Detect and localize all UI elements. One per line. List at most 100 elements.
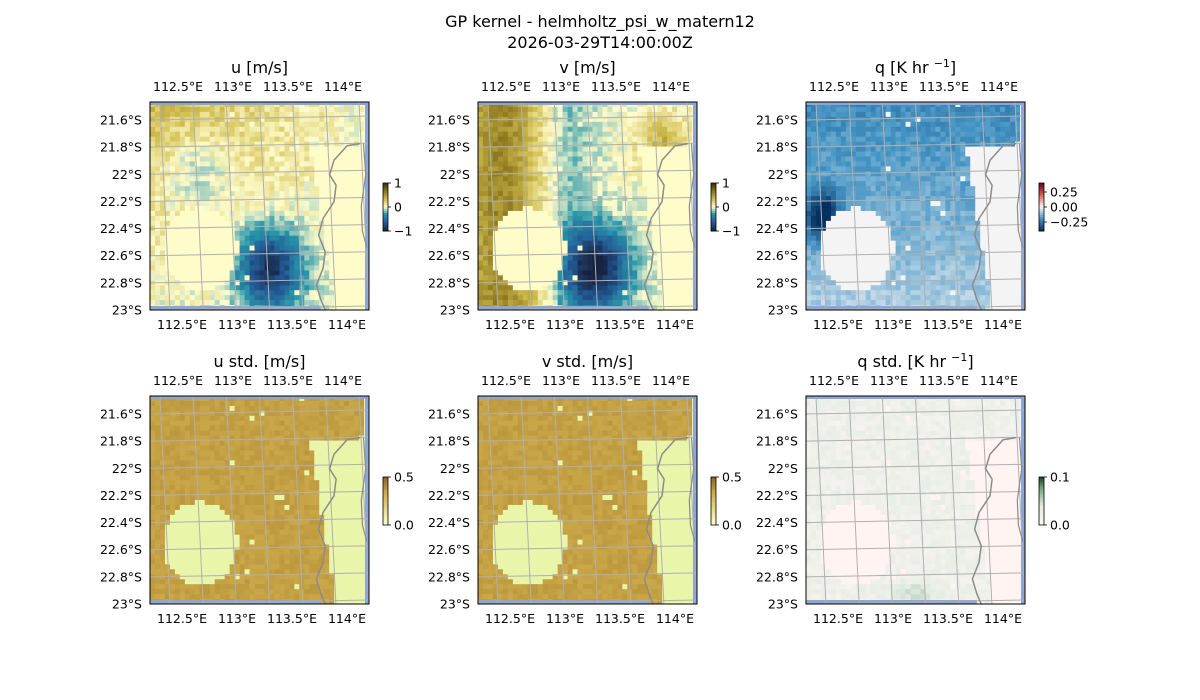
heatmap-cell (154, 270, 161, 276)
heatmap-cell (359, 280, 365, 286)
heatmap-cell (667, 126, 673, 133)
heatmap-cell (492, 275, 499, 281)
heatmap-cell (677, 201, 683, 207)
heatmap-cell (279, 151, 285, 157)
heatmap-cell (164, 275, 171, 281)
heatmap-cell (632, 186, 638, 192)
heatmap-cell (319, 161, 325, 167)
heatmap-cell (339, 225, 345, 232)
heatmap-cell (239, 176, 245, 182)
heatmap-cell (339, 255, 345, 261)
heatmap-cell (925, 111, 931, 118)
heatmap-cell (835, 230, 842, 237)
heatmap-cell (592, 111, 598, 118)
heatmap-cell (677, 206, 683, 212)
heatmap-cell (935, 225, 941, 232)
heatmap-cell (612, 260, 618, 266)
heatmap-cell (955, 116, 961, 123)
heatmap-cell (915, 181, 921, 187)
heatmap-cell (582, 106, 588, 113)
heatmap-cell (552, 136, 558, 142)
heatmap-cell (339, 285, 345, 291)
heatmap-cell (672, 171, 678, 177)
heatmap-cell (677, 255, 683, 261)
heatmap-cell (344, 166, 350, 172)
heatmap-cell (492, 141, 499, 147)
heatmap-cell (542, 116, 549, 123)
heatmap-cell (179, 151, 186, 157)
heatmap-cell (502, 265, 509, 271)
heatmap-cell (865, 106, 872, 113)
heatmap-cell (557, 206, 563, 212)
heatmap-cell (339, 126, 345, 133)
heatmap-cell (940, 171, 946, 177)
heatmap-cell (547, 240, 554, 246)
heatmap-cell (657, 121, 663, 128)
heatmap-cell (622, 280, 628, 286)
heatmap-cell (895, 131, 901, 138)
heatmap-cell (602, 235, 608, 242)
heatmap-cell (652, 300, 658, 306)
heatmap-cell (289, 106, 295, 113)
heatmap-cell (304, 116, 310, 123)
heatmap-cell (562, 146, 568, 152)
heatmap-cell (224, 181, 230, 187)
heatmap-cell (995, 171, 1001, 177)
heatmap-cell (219, 270, 226, 276)
heatmap-cell (900, 220, 906, 227)
heatmap-cell (890, 161, 896, 167)
heatmap-cell (269, 240, 275, 246)
heatmap-cell (920, 181, 926, 187)
heatmap-cell (189, 225, 196, 232)
heatmap-cell (806, 215, 812, 222)
heatmap-cell (667, 196, 673, 202)
heatmap-cell (915, 206, 921, 212)
heatmap-cell (239, 225, 245, 232)
heatmap-cell (667, 240, 673, 246)
heatmap-cell (612, 146, 618, 152)
heatmap-cell (602, 146, 608, 152)
heatmap-cell (970, 206, 976, 212)
heatmap-cell (607, 171, 613, 177)
heatmap-cell (552, 250, 558, 256)
heatmap-cell (667, 300, 673, 306)
heatmap-cell (980, 171, 986, 177)
heatmap-cell (349, 245, 355, 251)
heatmap-cell (249, 106, 255, 113)
heatmap-cell (945, 161, 951, 167)
heatmap-cell (244, 210, 250, 217)
heatmap-cell (562, 275, 568, 281)
heatmap-cell (592, 235, 598, 242)
heatmap-cell (209, 121, 216, 128)
heatmap-cell (915, 136, 921, 142)
heatmap-cell (935, 151, 941, 157)
heatmap-cell (517, 235, 524, 242)
heatmap-cell (547, 295, 554, 301)
heatmap-cell (835, 176, 842, 182)
heatmap-cell (512, 275, 519, 281)
heatmap-cell (169, 156, 176, 162)
heatmap-cell (249, 290, 255, 296)
heatmap-cell (875, 186, 882, 192)
heatmap-cell (920, 176, 926, 182)
heatmap-cell (910, 146, 916, 152)
heatmap-cell (224, 290, 230, 296)
heatmap-cell (522, 235, 529, 242)
heatmap-cell (627, 191, 633, 197)
heatmap-cell (184, 176, 191, 182)
heatmap-cell (294, 285, 300, 291)
heatmap-cell (662, 280, 668, 286)
heatmap-cell (806, 111, 812, 118)
heatmap-cell (607, 181, 613, 187)
heatmap-cell (562, 300, 568, 306)
heatmap-cell (1000, 171, 1006, 177)
heatmap-cell (507, 111, 514, 118)
heatmap-cell (304, 171, 310, 177)
heatmap-cell (204, 245, 211, 251)
heatmap-cell (632, 220, 638, 227)
heatmap-cell (572, 196, 578, 202)
heatmap-cell (910, 111, 916, 118)
heatmap-cell (214, 141, 221, 147)
heatmap-cell (359, 305, 365, 311)
heatmap-cell (935, 121, 941, 128)
